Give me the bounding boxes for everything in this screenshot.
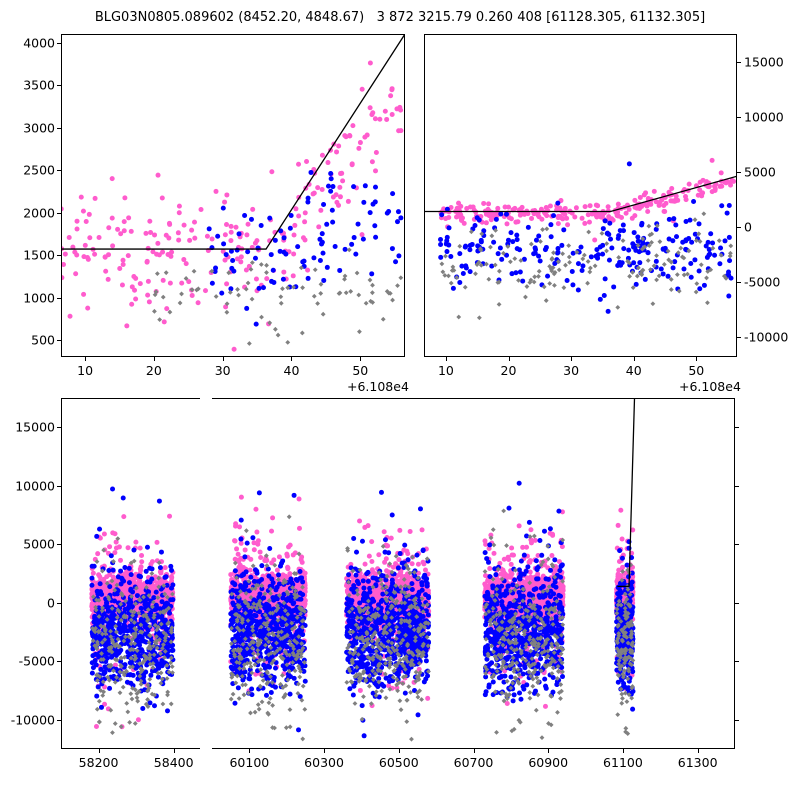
axis-tick [398, 749, 400, 753]
figure-title-right: 3 872 3215.79 0.260 408 [61128.305, 6113… [376, 10, 706, 25]
axis-tick [735, 544, 739, 546]
y-tick-label: 10000 [744, 109, 784, 125]
axis-tick [737, 61, 741, 63]
x-tick-label: 60300 [304, 755, 344, 770]
panel-bottom-segment-early[interactable] [61, 398, 200, 749]
axis-tick [57, 255, 61, 256]
y-tick-label: 1500 [23, 247, 55, 263]
panel-bottom-segment-late[interactable] [212, 398, 735, 749]
y-tick-label: -10000 [10, 712, 55, 728]
x-tick-label: 30 [563, 363, 580, 378]
y-tick-label: 500 [31, 332, 55, 348]
x-tick-label: 40 [283, 363, 300, 378]
axis-tick [57, 297, 61, 299]
x-tick-label: 60100 [229, 755, 270, 770]
y-tick-label: -5000 [18, 653, 55, 669]
axis-tick [696, 357, 698, 361]
axis-tick [57, 544, 61, 546]
axis-tick [735, 602, 739, 604]
axis-tick [85, 357, 87, 361]
x-tick-label: 58200 [78, 755, 119, 770]
axis-tick [508, 357, 510, 361]
x-tick-label: 60500 [378, 755, 419, 770]
y-tick-label: -5000 [744, 274, 781, 290]
axis-tick [737, 226, 741, 228]
axis-tick [57, 170, 61, 171]
y-tick-label: 5000 [744, 164, 776, 180]
axis-tick [622, 749, 624, 753]
axis-tick [57, 42, 61, 44]
axis-tick [57, 719, 61, 721]
y-tick-label: 1000 [23, 290, 55, 305]
axis-tick [222, 357, 224, 361]
x-tick-label: 58400 [153, 755, 194, 770]
panel-top-right-plot [424, 34, 737, 357]
y-tick-label: 2000 [23, 205, 55, 220]
axis-tick [548, 749, 550, 753]
axis-tick [57, 485, 61, 487]
axis-tick [57, 340, 61, 341]
axis-tick [324, 749, 326, 753]
y-tick-label: 3000 [23, 120, 55, 135]
axis-tick [735, 719, 739, 721]
y-tick-label: -10000 [744, 329, 789, 345]
x-tick-label: 10 [77, 363, 94, 378]
y-tick-label: 0 [47, 595, 55, 611]
axis-tick [57, 427, 61, 429]
x-axis-offset-label: +6.108e4 [679, 379, 741, 394]
figure-title: BLG03N0805.089602 (8452.20, 4848.67) 3 8… [0, 10, 800, 25]
x-tick-label: 60900 [528, 755, 569, 770]
x-tick-label: 40 [625, 363, 642, 378]
axis-tick [57, 602, 61, 604]
axis-tick [173, 749, 175, 753]
axis-tick [473, 749, 475, 753]
panel-bottom-segment-early-plot [61, 398, 200, 749]
axis-tick [737, 116, 741, 118]
panel-bottom-segment-late-plot [212, 398, 735, 749]
y-tick-label: 10000 [15, 478, 55, 494]
x-tick-label: 61300 [677, 755, 718, 770]
x-tick-label: 30 [214, 363, 231, 378]
axis-tick [445, 357, 447, 361]
axis-tick [571, 357, 573, 361]
axis-tick [57, 127, 61, 129]
x-axis-offset-label: +6.108e4 [347, 379, 409, 394]
axis-tick [57, 212, 61, 214]
axis-tick [737, 282, 741, 284]
axis-tick [735, 485, 739, 487]
axis-tick [360, 357, 362, 361]
axis-tick [98, 749, 100, 753]
x-tick-label: 20 [500, 363, 517, 378]
axis-tick [735, 427, 739, 429]
x-tick-label: 50 [688, 363, 705, 378]
axis-tick [57, 661, 61, 663]
figure-title-spacer [364, 10, 376, 25]
panel-top-left[interactable] [61, 34, 405, 357]
figure-title-left: BLG03N0805.089602 (8452.20, 4848.67) [94, 10, 365, 25]
y-tick-label: 5000 [23, 536, 55, 552]
y-tick-label: 15000 [15, 419, 55, 435]
y-tick-label: 3500 [23, 77, 55, 93]
y-tick-label: 4000 [23, 35, 55, 50]
x-tick-label: 20 [145, 363, 162, 378]
y-tick-label: 15000 [744, 54, 784, 70]
axis-tick [737, 171, 741, 173]
axis-tick [57, 85, 61, 86]
axis-tick [735, 661, 739, 663]
x-tick-label: 10 [437, 363, 454, 378]
panel-top-right[interactable] [424, 34, 737, 357]
axis-tick [153, 357, 155, 361]
x-tick-label: 60700 [453, 755, 494, 770]
axis-tick [633, 357, 635, 361]
axis-tick [249, 749, 251, 753]
axis-tick [697, 749, 699, 753]
x-tick-label: 61100 [603, 755, 643, 770]
axis-tick [291, 357, 293, 361]
y-tick-label: 2500 [23, 162, 55, 178]
axis-tick [737, 337, 741, 339]
panel-top-left-plot [61, 34, 405, 357]
y-tick-label: 0 [744, 219, 752, 235]
x-tick-label: 50 [352, 363, 369, 378]
